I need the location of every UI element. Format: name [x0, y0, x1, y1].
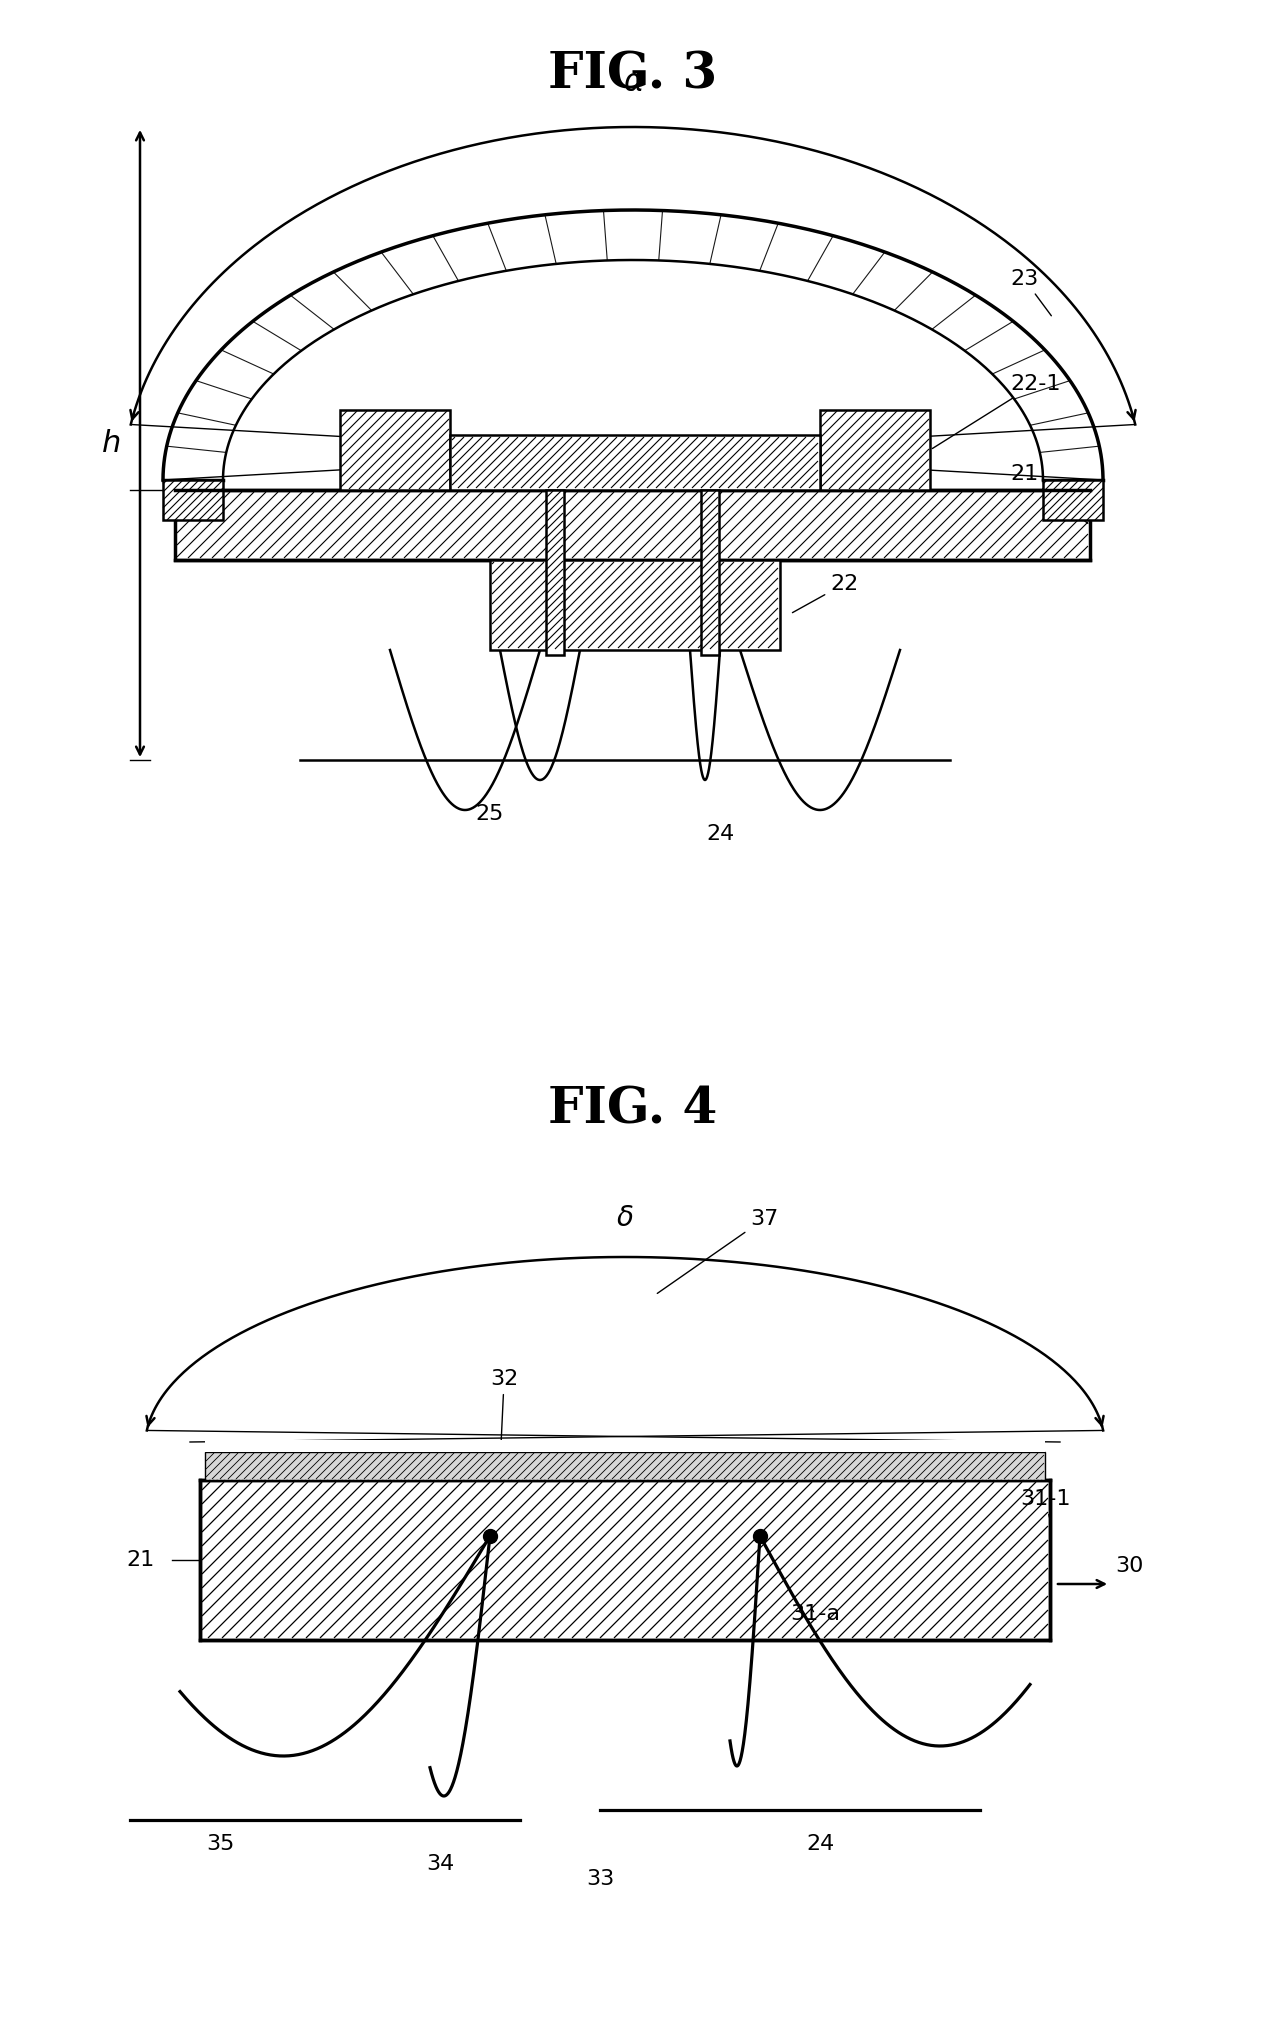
Text: 34: 34: [425, 1854, 454, 1874]
Bar: [205, 1440, 1044, 1452]
Text: 21: 21: [1010, 464, 1087, 524]
Text: h: h: [103, 430, 122, 458]
Text: 32: 32: [490, 1369, 518, 1463]
Bar: [449, 436, 820, 491]
Bar: [701, 491, 719, 656]
Bar: [1043, 481, 1103, 519]
Text: δ: δ: [617, 1204, 633, 1232]
Text: 24: 24: [706, 825, 734, 843]
Bar: [200, 1481, 1050, 1640]
Text: 25: 25: [476, 805, 504, 825]
Bar: [163, 481, 223, 519]
Bar: [175, 491, 1090, 560]
Text: 30: 30: [1115, 1556, 1143, 1577]
Text: 31-1: 31-1: [1020, 1489, 1071, 1518]
Text: 21: 21: [127, 1550, 154, 1571]
Text: 31-a: 31-a: [790, 1603, 841, 1623]
Text: FIG. 4: FIG. 4: [548, 1086, 718, 1135]
Text: 24: 24: [806, 1833, 834, 1854]
Bar: [205, 1452, 1044, 1481]
Text: 23: 23: [1010, 269, 1051, 316]
Bar: [820, 409, 931, 491]
Text: 22-1: 22-1: [932, 375, 1061, 448]
Text: FIG. 3: FIG. 3: [548, 51, 718, 100]
Text: α: α: [623, 67, 643, 98]
Text: 37: 37: [657, 1210, 779, 1293]
Text: 22: 22: [793, 574, 858, 613]
Bar: [490, 560, 780, 650]
Bar: [341, 409, 449, 491]
Text: 33: 33: [586, 1870, 614, 1888]
Bar: [546, 491, 563, 656]
Text: 35: 35: [206, 1833, 234, 1854]
